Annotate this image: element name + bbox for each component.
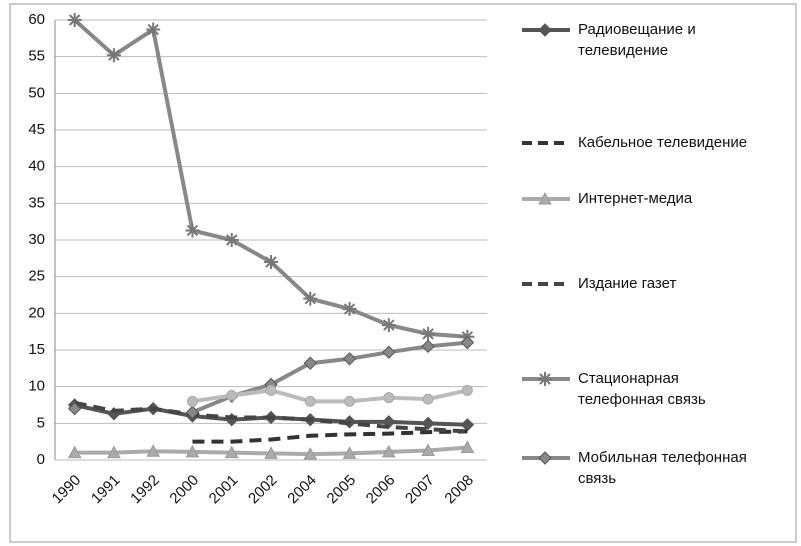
y-tick-label: 45	[28, 121, 45, 138]
point	[381, 444, 396, 458]
point	[538, 451, 552, 465]
point	[538, 23, 552, 37]
point	[421, 339, 435, 354]
point	[344, 395, 356, 407]
series-line	[192, 388, 468, 404]
point	[461, 384, 473, 396]
point	[381, 318, 396, 333]
point	[303, 447, 318, 460]
y-tick-label: 60	[28, 11, 45, 28]
series-line	[74, 400, 468, 434]
point	[460, 418, 475, 432]
point	[303, 291, 318, 306]
point	[383, 392, 395, 404]
point	[460, 335, 475, 350]
point	[226, 389, 238, 401]
point	[67, 13, 82, 27]
point	[185, 444, 200, 458]
point	[67, 401, 82, 416]
point	[342, 352, 357, 366]
point	[264, 446, 278, 459]
point	[146, 22, 161, 37]
point	[460, 440, 475, 454]
legend-label: Радиовещание и телевидение	[578, 21, 696, 59]
point	[185, 223, 200, 238]
point	[382, 345, 396, 359]
point	[224, 233, 239, 247]
y-tick-label: 15	[28, 341, 45, 358]
point	[67, 445, 82, 459]
point	[538, 372, 552, 386]
point	[303, 356, 317, 370]
point	[421, 326, 436, 341]
point	[106, 48, 121, 63]
legend-label: Интернет-медиа	[578, 190, 693, 207]
point	[186, 395, 198, 407]
point	[422, 393, 434, 405]
legend-label: Издание газет	[578, 275, 676, 292]
point	[421, 443, 435, 456]
y-tick-label: 55	[28, 48, 45, 65]
point	[538, 191, 552, 205]
y-tick-label: 5	[37, 414, 45, 431]
legend-label: Кабельное телевидение	[578, 134, 747, 151]
point	[342, 301, 357, 316]
point	[421, 416, 435, 431]
y-tick-label: 40	[28, 158, 45, 175]
y-tick-label: 30	[28, 231, 45, 248]
point	[107, 445, 121, 459]
y-tick-label: 0	[37, 451, 45, 468]
point	[264, 255, 278, 269]
legend-label: Стационарная телефонная связь	[578, 370, 706, 408]
point	[224, 445, 239, 459]
legend-label: Мобильная телефонная связь	[578, 449, 747, 487]
y-tick-label: 25	[28, 268, 45, 285]
y-tick-label: 50	[28, 84, 45, 101]
y-tick-label: 10	[28, 378, 45, 395]
point	[146, 444, 161, 457]
y-tick-label: 20	[28, 304, 45, 321]
series-line	[192, 429, 468, 444]
point	[304, 395, 316, 407]
point	[342, 446, 357, 459]
y-tick-label: 35	[28, 194, 45, 211]
point	[185, 405, 200, 420]
point	[265, 384, 277, 396]
